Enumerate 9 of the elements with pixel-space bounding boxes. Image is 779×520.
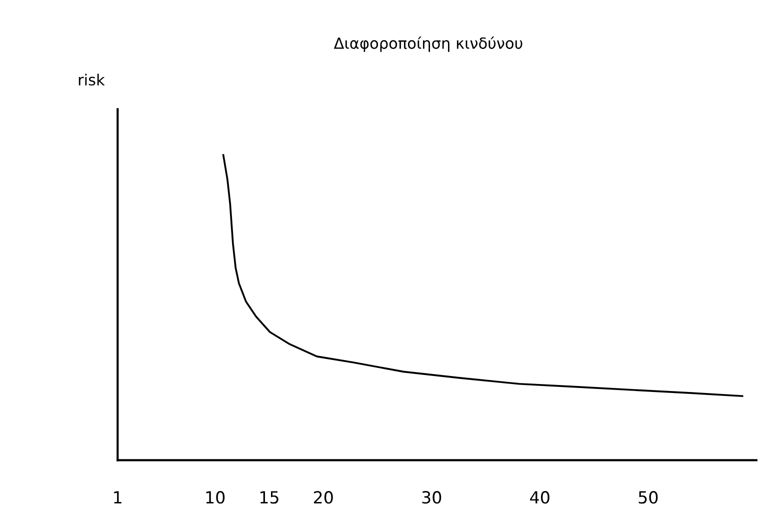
x-tick-label: 1 xyxy=(114,491,122,504)
x-tick-label: 50 xyxy=(638,491,658,504)
x-tick-label: 30 xyxy=(422,491,442,504)
x-tick-label: 20 xyxy=(314,491,333,504)
chart-title: Διαφοροποίηση κινδύνου xyxy=(334,36,522,52)
x-tick-label: 40 xyxy=(530,491,550,504)
x-tick-label: 15 xyxy=(260,491,278,504)
y-axis-title: risk xyxy=(78,74,105,86)
x-tick-label: 10 xyxy=(206,491,225,504)
